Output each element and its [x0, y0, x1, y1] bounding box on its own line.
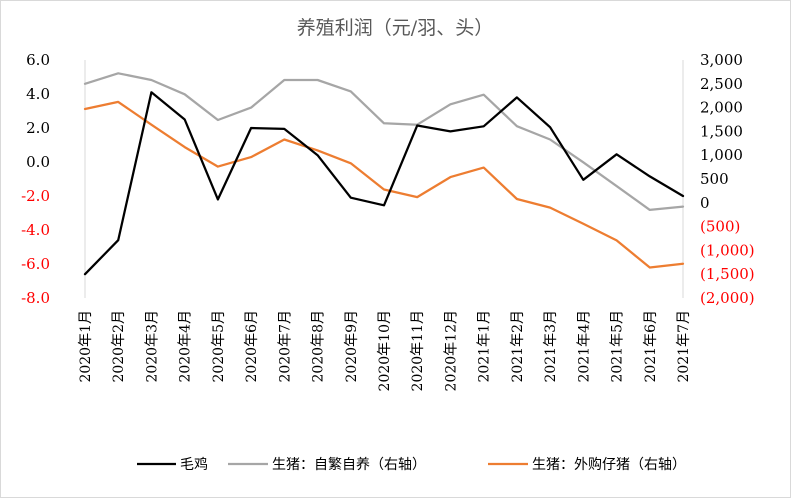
axes — [84, 60, 684, 298]
left-tick-label: 2.0 — [26, 119, 50, 137]
right-tick-label: 2,500 — [700, 75, 743, 93]
left-tick-label: 6.0 — [26, 51, 50, 69]
left-tick-label: -8.0 — [21, 289, 50, 307]
legend: 毛鸡 生猪：自繁自养（右轴） 生猪：外购仔猪（右轴） — [137, 456, 686, 473]
right-tick-label: 500 — [700, 170, 729, 188]
series-line-2 — [83, 100, 685, 269]
left-tick-label: 0.0 — [26, 153, 50, 171]
x-tick-label: 2021年3月 — [543, 310, 559, 383]
x-tick-label: 2020年6月 — [244, 310, 260, 383]
series-line-1 — [83, 72, 685, 212]
x-tick-label: 2020年7月 — [277, 310, 293, 383]
legend-label: 生猪：自繁自养（右轴） — [272, 457, 426, 473]
x-tick-label: 2020年5月 — [211, 310, 227, 383]
left-tick-label: 4.0 — [26, 85, 50, 103]
x-tick-label: 2020年4月 — [178, 310, 194, 383]
x-tick-label: 2020年9月 — [344, 310, 360, 383]
left-tick-label: -2.0 — [21, 187, 50, 205]
chart-title: 养殖利润（元/羽、头） — [297, 17, 493, 39]
right-tick-label: (1,500) — [700, 265, 755, 283]
x-axis-ticks: 2020年1月 2020年2月 2020年3月 2020年4月 2020年5月 2020年… — [78, 310, 692, 391]
left-tick-label: -6.0 — [21, 255, 50, 273]
x-tick-label: 2021年4月 — [576, 310, 592, 383]
right-tick-label: 2,000 — [700, 99, 743, 117]
x-tick-label: 2021年6月 — [643, 310, 659, 383]
right-axis-ticks: 3,000 2,500 2,000 1,500 1,000 500 0 (500) (1,000… — [700, 51, 755, 307]
series-lines — [83, 72, 685, 276]
right-tick-label: (2,000) — [700, 289, 755, 307]
x-tick-label: 2021年1月 — [477, 310, 493, 383]
right-tick-label: 0 — [700, 194, 710, 212]
left-tick-label: -4.0 — [21, 221, 50, 239]
x-tick-label: 2020年1月 — [78, 310, 94, 383]
legend-label: 生猪：外购仔猪（右轴） — [532, 457, 686, 473]
x-tick-label: 2021年5月 — [610, 310, 626, 383]
x-tick-label: 2020年2月 — [111, 310, 127, 383]
x-tick-label: 2020年8月 — [311, 310, 327, 383]
series-line-0 — [83, 91, 685, 276]
right-tick-label: (1,000) — [700, 241, 755, 259]
left-axis-ticks: 6.0 4.0 2.0 0.0 -2.0 -4.0 -6.0 -8.0 — [21, 51, 50, 307]
x-tick-label: 2020年10月 — [377, 310, 393, 391]
right-tick-label: 3,000 — [700, 51, 743, 69]
x-tick-label: 2020年12月 — [443, 310, 459, 391]
x-tick-label: 2021年7月 — [676, 310, 692, 383]
right-tick-label: (500) — [700, 218, 740, 236]
x-tick-label: 2020年11月 — [410, 310, 426, 391]
legend-label: 毛鸡 — [180, 456, 208, 473]
x-tick-label: 2020年3月 — [144, 310, 160, 383]
x-tick-label: 2021年2月 — [510, 310, 526, 383]
right-tick-label: 1,500 — [700, 122, 743, 140]
right-tick-label: 1,000 — [700, 146, 743, 164]
